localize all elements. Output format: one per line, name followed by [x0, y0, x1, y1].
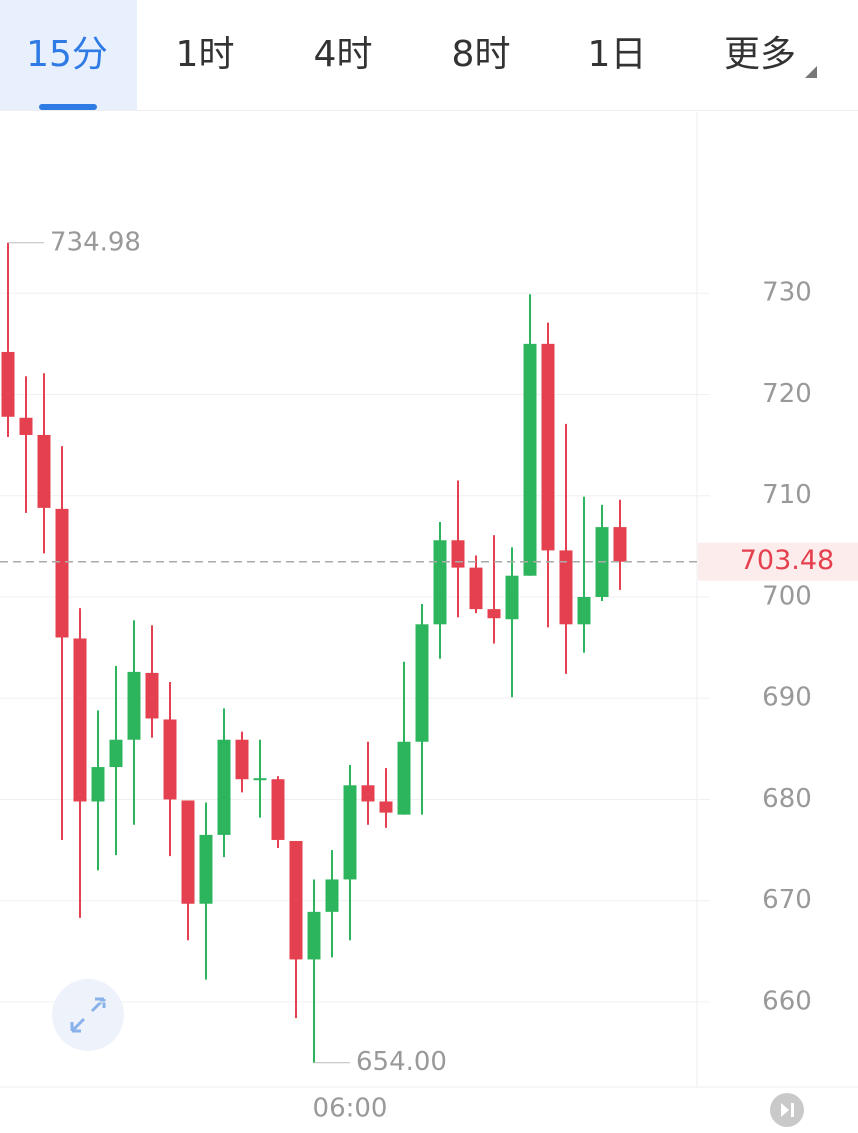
candle-body [181, 800, 195, 904]
candle-body [541, 343, 555, 551]
last-price-label: 703.48 [740, 545, 834, 576]
tab-selected-bg [0, 0, 137, 110]
candle-body [91, 767, 105, 802]
candle-body [73, 638, 87, 802]
play-button[interactable] [770, 1093, 804, 1127]
candle-body [361, 785, 375, 802]
candle-body [271, 779, 285, 840]
candle-body [577, 596, 591, 625]
tab[interactable]: 1时 [176, 34, 235, 75]
y-tick-label: 660 [762, 986, 812, 1016]
candle-body [559, 550, 573, 625]
tab[interactable]: 8时 [452, 34, 511, 75]
candle-body [289, 840, 303, 960]
candle-body [487, 609, 501, 619]
candle-body [379, 801, 393, 813]
last-price-box [698, 542, 858, 581]
candle-body [37, 434, 51, 508]
tab[interactable]: 更多 [724, 34, 796, 75]
candle-body [1, 351, 15, 417]
candle-body [613, 527, 627, 562]
candle-body [343, 785, 357, 880]
candle-body [253, 778, 267, 781]
candle-body [19, 417, 33, 435]
tab[interactable]: 15分 [26, 34, 108, 75]
candle-body [415, 624, 429, 742]
y-tick-label: 670 [762, 885, 812, 915]
x-tick-label: 06:00 [313, 1094, 388, 1124]
low-marker-label: 654.00 [356, 1047, 447, 1077]
candle-body [163, 719, 177, 800]
candle-body [469, 567, 483, 610]
tab[interactable]: 4时 [314, 34, 373, 75]
expand-button[interactable] [52, 979, 124, 1051]
expand-icon [70, 997, 106, 1033]
candle-body [127, 671, 141, 740]
y-tick-label: 710 [762, 480, 812, 510]
candle-body [217, 739, 231, 835]
y-tick-label: 700 [762, 581, 812, 611]
candle-body [451, 540, 465, 568]
tab-indicator [39, 104, 97, 110]
candle-body [55, 508, 69, 638]
candle-body [109, 739, 123, 768]
y-tick-label: 730 [762, 278, 812, 308]
high-marker-label: 734.98 [50, 227, 141, 257]
candle-body [397, 741, 411, 815]
more-triangle [805, 66, 817, 78]
candle-body [433, 540, 447, 625]
candle-body [325, 879, 339, 912]
play-icon [781, 1103, 794, 1117]
candle-body [145, 672, 159, 719]
expand-bg [52, 979, 124, 1051]
candle-body [523, 343, 537, 576]
candle-body [505, 575, 519, 620]
y-tick-label: 720 [762, 379, 812, 409]
candle-body [307, 911, 321, 960]
y-tick-label: 680 [762, 784, 812, 814]
candle-body [235, 739, 249, 780]
y-tick-label: 690 [762, 683, 812, 713]
candle-body [199, 834, 213, 904]
tab[interactable]: 1日 [588, 34, 647, 75]
